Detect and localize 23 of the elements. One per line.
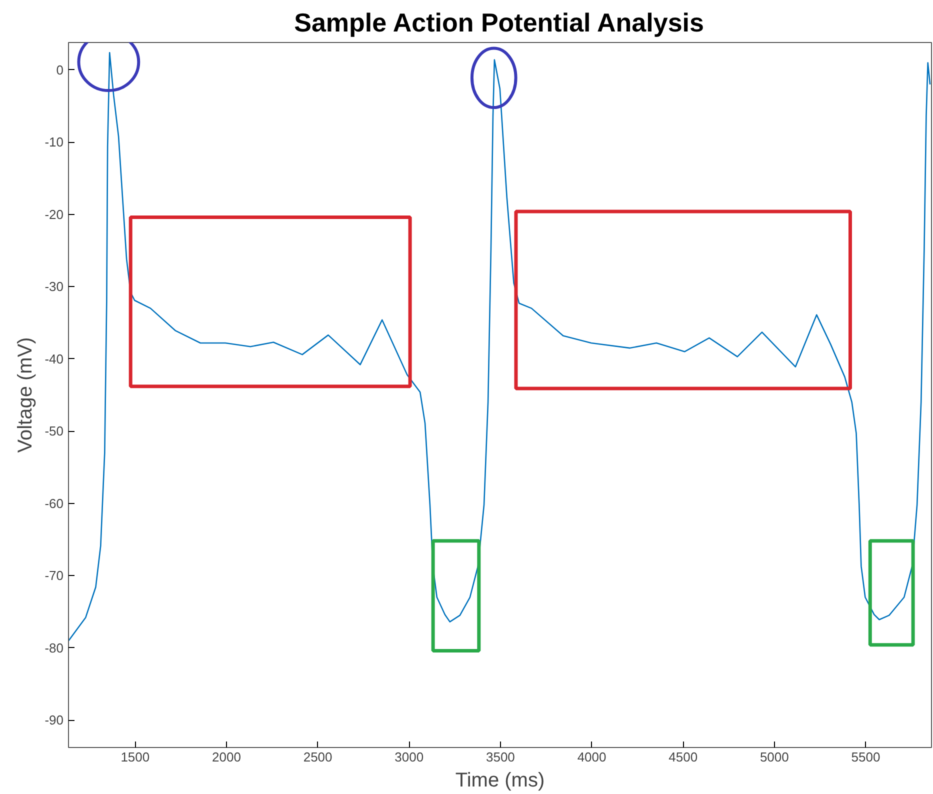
x-axis-title: Time (ms) [455, 770, 545, 792]
line-series [68, 52, 931, 642]
x-tick-label: 4500 [668, 750, 698, 764]
x-tick-label: 4000 [577, 750, 606, 764]
y-tick-label: -10 [44, 134, 64, 150]
y-tick-label: -40 [44, 351, 64, 366]
y-tick-label: -70 [44, 568, 64, 584]
y-tick-label: -90 [44, 712, 64, 728]
y-axis-title: Voltage (mV) [14, 337, 37, 453]
x-tick-label: 2000 [212, 750, 241, 764]
x-tick-label: 1500 [120, 750, 150, 764]
x-tick-label: 5500 [851, 750, 880, 764]
chart-title: Sample Action Potential Analysis [294, 8, 704, 38]
x-tick-label: 3000 [394, 750, 424, 764]
y-tick-label: -80 [44, 640, 64, 656]
y-tick-label: -60 [44, 496, 64, 511]
y-tick-label: -50 [44, 424, 64, 439]
x-tick-label: 5000 [760, 750, 789, 764]
x-tick-label: 2500 [303, 750, 332, 764]
y-tick-label: 0 [56, 62, 64, 78]
y-tick-label: -30 [44, 279, 64, 294]
y-tick-label: -20 [44, 206, 64, 222]
x-tick-label: 3500 [486, 750, 515, 764]
